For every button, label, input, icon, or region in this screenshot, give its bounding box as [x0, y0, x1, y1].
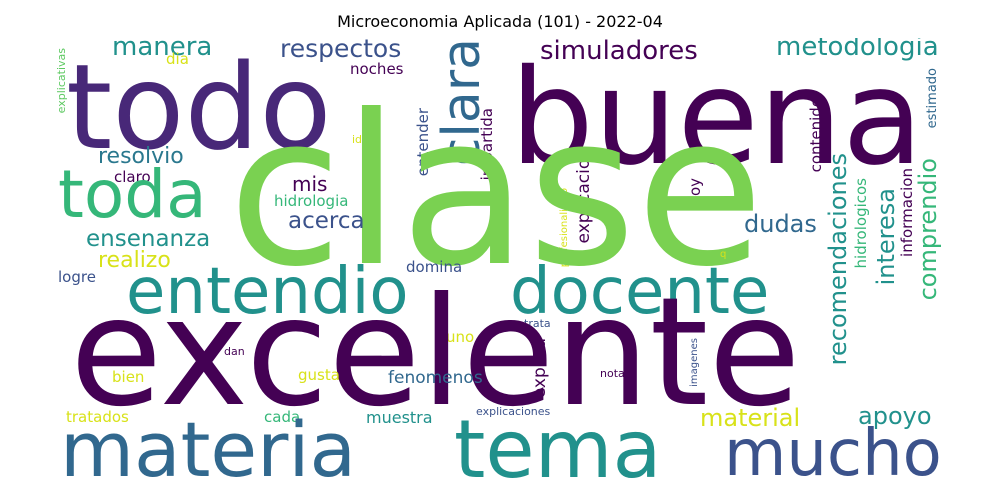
word-muestra: muestra [366, 408, 433, 427]
word-cada: cada [264, 408, 301, 426]
word-interesa: interesa [872, 188, 900, 286]
word-clase: clase [228, 71, 764, 313]
word-tratados: tratados [66, 408, 129, 426]
word-materia: materia [60, 405, 357, 488]
word-apoyo: apoyo [858, 402, 932, 430]
word-noches: noches [350, 60, 404, 78]
word-metodologia: metodologia [776, 38, 939, 62]
word-nota: nota [600, 367, 625, 380]
word-fenomenos: fenomenos [388, 368, 483, 388]
word-bien: bien [112, 368, 145, 386]
word-gusta: gusta [298, 366, 340, 384]
word-realizo: realizo [98, 248, 171, 273]
word-trata: trata [524, 317, 551, 330]
word-estimado: estimado [925, 68, 940, 129]
word-dia: dia [166, 50, 189, 68]
chart-title: Microeconomia Aplicada (101) - 2022-04 [337, 12, 663, 31]
word-entendio: entendio [126, 255, 409, 329]
word-material: material [700, 404, 801, 432]
word-buena: buena [510, 41, 924, 195]
word-mucho: mucho [724, 417, 942, 488]
word-hidrologia: hidrologia [274, 192, 349, 210]
word-ensenanza: ensenanza [86, 226, 211, 252]
word-q: q [720, 249, 727, 260]
word-logre: logre [58, 268, 96, 286]
word-docente: docente [510, 255, 770, 329]
word-respectos: respectos [280, 38, 402, 63]
word-manera: manera [112, 38, 213, 62]
word-toda: toda [58, 156, 207, 233]
word-domina: domina [406, 258, 463, 276]
word-mis: mis [292, 172, 328, 196]
word-dudas: dudas [744, 210, 817, 238]
word-claro: claro [114, 168, 151, 186]
word-todo: todo [66, 38, 332, 176]
word-dan: dan [224, 345, 245, 358]
word-acerca: acerca [288, 208, 365, 234]
word-tema: tema [454, 403, 662, 489]
word-idea: idea [352, 133, 376, 146]
word-excelente: excelente [70, 266, 801, 440]
word-simuladores: simuladores [540, 38, 698, 66]
word-uno: uno [446, 328, 475, 346]
word-resolvio: resolvio [98, 144, 184, 169]
word-cloud: explicativas clara entender impartida pr… [48, 38, 952, 488]
word-explicaciones: explicaciones [476, 405, 551, 418]
